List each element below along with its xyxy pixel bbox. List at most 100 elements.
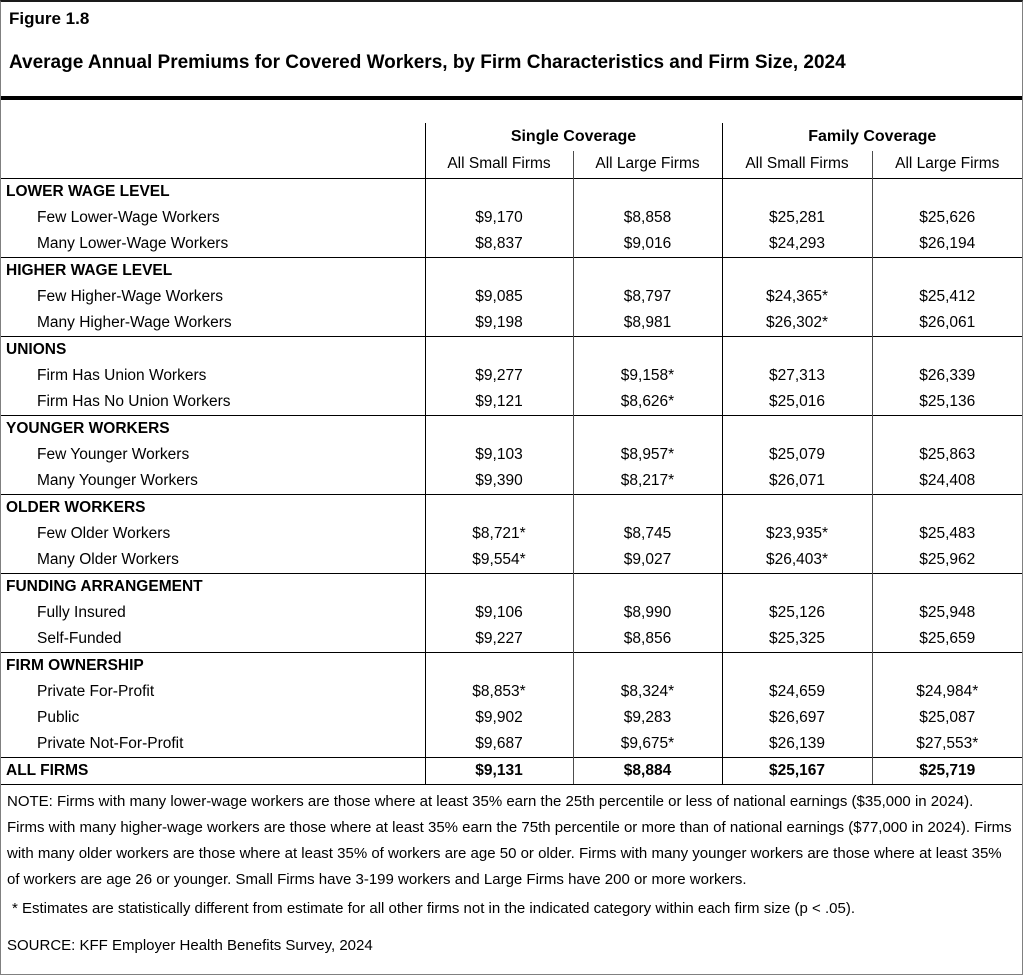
column-header-family-large-firms: All Large Firms (871, 151, 1022, 178)
value-cell: $25,016 (721, 389, 872, 415)
empty-cell (424, 651, 573, 679)
empty-cell (572, 335, 722, 363)
notes-block: NOTE: Firms with many lower-wage workers… (1, 785, 1022, 959)
row-label: Firm Has Union Workers (37, 367, 207, 384)
total-value-cell: $9,131 (424, 756, 573, 785)
value-cell: $8,626* (572, 389, 722, 415)
value-cell: $9,687 (424, 731, 573, 757)
table-row: Firm Has No Union Workers $9,121 $8,626* $2… (1, 389, 1022, 415)
value-cell: $24,408 (871, 468, 1022, 494)
value-cell: $24,984* (871, 679, 1022, 705)
value-cell: $26,194 (871, 231, 1022, 257)
value-cell: $9,277 (424, 363, 573, 389)
empty-cell (721, 177, 872, 205)
value-cell: $9,283 (572, 705, 722, 731)
column-group-row: Single Coverage Family Coverage (1, 123, 1022, 151)
empty-cell (721, 335, 872, 363)
value-cell: $26,071 (721, 468, 872, 494)
section-header-label: OLDER WORKERS (1, 493, 425, 521)
value-cell: $9,227 (424, 626, 573, 652)
value-cell: $8,858 (572, 205, 722, 231)
table-row: Fully Insured $9,106 $8,990 $25,126 $25,948 (1, 600, 1022, 626)
table-body: LOWER WAGE LEVEL Few Lower-Wage Workers $9… (1, 177, 1022, 785)
value-cell: $9,016 (572, 231, 722, 257)
value-cell: $9,198 (424, 310, 573, 336)
table-row: Many Younger Workers $9,390 $8,217* $26,071… (1, 468, 1022, 494)
table-row: Many Lower-Wage Workers $8,837 $9,016 $24,2… (1, 231, 1022, 257)
value-cell: $9,106 (424, 600, 573, 626)
section-header-label: UNIONS (1, 335, 425, 363)
section-header-row: FIRM OWNERSHIP (1, 651, 1022, 679)
empty-cell (572, 414, 722, 442)
row-label: Private Not-For-Profit (37, 734, 184, 752)
table-row: Firm Has Union Workers $9,277 $9,158* $27,3… (1, 363, 1022, 389)
section-header-row: HIGHER WAGE LEVEL (1, 256, 1022, 284)
section-header-row: UNIONS (1, 335, 1022, 363)
row-label: Few Younger Workers (37, 446, 190, 463)
value-cell: $9,675* (572, 731, 722, 757)
all-firms-total-row: ALL FIRMS $9,131 $8,884 $25,167 $25,719 (1, 756, 1022, 785)
empty-cell (572, 177, 722, 205)
row-label: Firm Has No Union Workers (37, 392, 231, 410)
value-cell: $25,079 (721, 442, 872, 468)
value-cell: $9,103 (424, 442, 573, 468)
value-cell: $25,087 (871, 705, 1022, 731)
value-cell: $26,403* (721, 547, 872, 573)
empty-cell (721, 493, 872, 521)
row-label: Many Lower-Wage Workers (37, 234, 229, 252)
empty-cell (572, 572, 722, 600)
table-row: Few Higher-Wage Workers $9,085 $8,797 $24,3… (1, 284, 1022, 310)
figure-title: Average Annual Premiums for Covered Work… (9, 52, 846, 73)
value-cell: $8,990 (572, 600, 722, 626)
value-cell: $25,863 (871, 442, 1022, 468)
column-group-family-coverage: Family Coverage (721, 123, 1022, 151)
value-cell: $23,935* (721, 521, 872, 547)
column-header-family-small-firms: All Small Firms (721, 151, 872, 178)
value-cell: $25,948 (871, 600, 1022, 626)
table-row: Private Not-For-Profit $9,687 $9,675* $26,1… (1, 731, 1022, 757)
empty-cell (871, 256, 1022, 284)
column-group-single-coverage: Single Coverage (424, 123, 722, 151)
value-cell: $8,837 (424, 231, 573, 257)
row-label: Many Higher-Wage Workers (37, 313, 232, 331)
row-label: Few Higher-Wage Workers (37, 288, 224, 305)
value-cell: $9,554* (424, 547, 573, 573)
empty-cell (424, 572, 573, 600)
value-cell: $26,302* (721, 310, 872, 336)
value-cell: $27,553* (871, 731, 1022, 757)
value-cell: $8,856 (572, 626, 722, 652)
table-header: Single Coverage Family Coverage All Smal… (1, 100, 1022, 178)
section-header-label: HIGHER WAGE LEVEL (1, 256, 425, 284)
value-cell: $9,158* (572, 363, 722, 389)
empty-cell (871, 572, 1022, 600)
value-cell: $26,061 (871, 310, 1022, 336)
value-cell: $25,412 (871, 284, 1022, 310)
empty-cell (572, 493, 722, 521)
value-cell: $25,483 (871, 521, 1022, 547)
column-header-single-small-firms: All Small Firms (424, 151, 573, 178)
row-label: Public (37, 709, 80, 726)
empty-cell (721, 572, 872, 600)
premiums-table: Single Coverage Family Coverage All Smal… (1, 100, 1022, 785)
source-text: SOURCE: KFF Employer Health Benefits Sur… (7, 936, 373, 954)
value-cell: $27,313 (721, 363, 872, 389)
value-cell: $25,126 (721, 600, 872, 626)
section-header-label: FIRM OWNERSHIP (1, 651, 425, 679)
row-label: Fully Insured (37, 604, 126, 621)
spacer-cell (1, 100, 1022, 123)
column-subheader-row: All Small Firms All Large Firms All Smal… (1, 151, 1022, 178)
value-cell: $25,281 (721, 205, 872, 231)
empty-cell (871, 493, 1022, 521)
value-cell: $25,325 (721, 626, 872, 652)
table-row: Self-Funded $9,227 $8,856 $25,325 $25,659 (1, 626, 1022, 652)
value-cell: $24,293 (721, 231, 872, 257)
empty-cell (572, 651, 722, 679)
figure-label: Figure 1.8 (9, 9, 90, 28)
corner-cell (1, 151, 425, 178)
value-cell: $8,981 (572, 310, 722, 336)
row-label: Few Lower-Wage Workers (37, 209, 220, 226)
table-row: Few Lower-Wage Workers $9,170 $8,858 $25,28… (1, 205, 1022, 231)
empty-cell (871, 335, 1022, 363)
section-header-row: OLDER WORKERS (1, 493, 1022, 521)
